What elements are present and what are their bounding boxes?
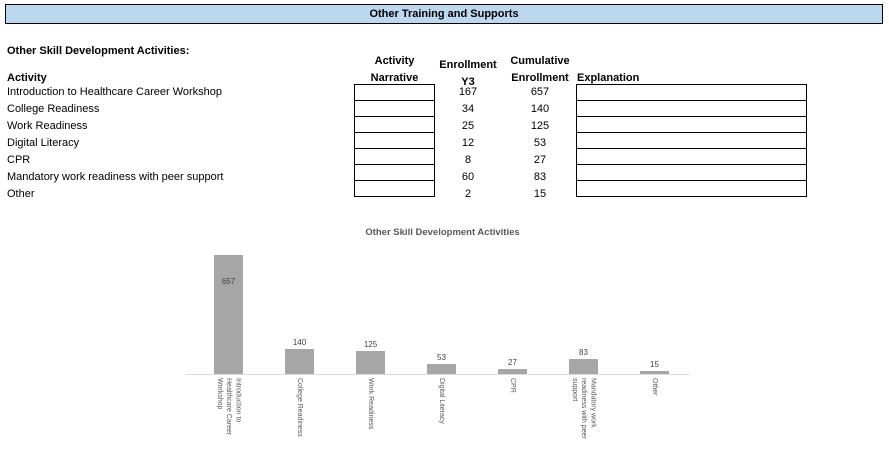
enrollment-y3-value: 25 [461,120,475,132]
category-label: Mandatory work readiness with peer suppo… [570,378,597,439]
bar-value-label: 15 [650,360,659,370]
category-label: CPR [509,378,517,393]
explanation-input[interactable] [576,116,807,133]
bar-slot: 53 [406,254,477,374]
column-header-activity-narrative-line2: Narrative [370,72,419,84]
bar-value-label: 83 [579,347,588,357]
enrollment-y3-value: 12 [461,137,475,149]
category-label: College Readiness [296,378,304,437]
explanation-input[interactable] [576,180,807,197]
enrollment-y3-value: 2 [464,188,472,200]
bar-slot: 140 [264,254,335,374]
bar-chart: 657 140 125 53 27 83 15 [193,254,690,374]
cumulative-enrollment-value: 53 [533,137,547,149]
column-header-activity-narrative: Activity Narrative [354,53,435,87]
category-slot: Other [619,378,690,448]
cumulative-enrollment-value: 27 [533,154,547,166]
narrative-input[interactable] [354,180,435,197]
column-header-enrollment-y3-line2: Y3 [461,76,475,88]
enrollment-y3-value: 167 [458,86,478,98]
title-banner: Other Training and Supports [5,4,883,24]
bar-value-label: 53 [437,353,446,363]
page-title: Other Training and Supports [369,8,519,20]
category-slot: CPR [477,378,548,448]
column-header-enrollment-y3-line1: Enrollment [439,59,497,71]
enrollment-y3-col: 167 34 25 12 8 60 2 [430,84,506,203]
explanation-input[interactable] [576,84,807,101]
activity-label: Digital Literacy [7,137,80,149]
bar-value-label: 125 [363,340,378,350]
narrative-input[interactable] [354,116,435,133]
column-header-enrollment-y3: Enrollment Y3 [430,57,506,91]
explanation-input[interactable] [576,100,807,117]
narrative-input[interactable] [354,84,435,101]
narrative-input[interactable] [354,164,435,181]
column-header-activity: Activity [7,72,47,84]
column-header-cumulative-enrollment-line1: Cumulative [510,55,570,67]
category-label: Digital Literacy [438,378,446,424]
narrative-input[interactable] [354,100,435,117]
explanation-input[interactable] [576,164,807,181]
narrative-input[interactable] [354,148,435,165]
activity-label: Introduction to Healthcare Career Worksh… [7,86,223,98]
activity-col: Introduction to Healthcare Career Worksh… [7,84,347,203]
bar-value-label: 27 [508,358,517,368]
bar: 27 [498,358,527,374]
bar-value-label: 657 [221,276,236,286]
category-slot: College Readiness [264,378,335,448]
narrative-col [354,84,435,197]
explanation-input[interactable] [576,148,807,165]
activity-label: College Readiness [7,103,100,115]
category-label: Other [651,378,659,396]
column-header-activity-narrative-line1: Activity [374,55,415,67]
bar-slot: 83 [548,254,619,374]
chart-category-labels: Introduction to Healthcare Career Worksh… [193,378,690,448]
cumulative-enrollment-value: 83 [533,171,547,183]
activity-label: Work Readiness [7,120,88,132]
bar-slot: 657 [193,254,264,374]
section-heading: Other Skill Development Activities: [7,45,190,57]
chart-title: Other Skill Development Activities [365,227,520,238]
bar-slot: 15 [619,254,690,374]
bar: 53 [427,353,456,374]
enrollment-y3-value: 60 [461,171,475,183]
column-header-cumulative-enrollment: Cumulative Enrollment [498,53,582,87]
explanation-col [576,84,807,197]
category-slot: Digital Literacy [406,378,477,448]
cumulative-enrollment-value: 125 [530,120,550,132]
category-slot: Work Readiness [335,378,406,448]
category-label: Introduction to Healthcare Career Worksh… [215,378,242,436]
chart-x-axis [186,374,690,375]
bar-slot: 125 [335,254,406,374]
enrollment-y3-value: 8 [464,154,472,166]
cumulative-enrollment-value: 140 [530,103,550,115]
bar: 140 [285,338,314,374]
bar: 125 [356,340,385,374]
bar: 657 [214,254,243,374]
narrative-input[interactable] [354,132,435,149]
bar: 15 [640,360,669,374]
category-slot: Introduction to Healthcare Career Worksh… [193,378,264,448]
column-header-explanation: Explanation [577,72,640,84]
explanation-input[interactable] [576,132,807,149]
bar-slot: 27 [477,254,548,374]
cumulative-enrollment-value: 15 [533,188,547,200]
activity-label: CPR [7,154,31,166]
cumulative-enrollment-col: 657 140 125 53 27 83 15 [498,84,582,203]
bar-value-label: 140 [292,337,307,347]
column-header-cumulative-enrollment-line2: Enrollment [511,72,569,84]
activity-label: Mandatory work readiness with peer suppo… [7,171,224,183]
bar: 83 [569,348,598,374]
cumulative-enrollment-value: 657 [530,86,550,98]
activity-label: Other [7,188,35,200]
category-slot: Mandatory work readiness with peer suppo… [548,378,619,448]
enrollment-y3-value: 34 [461,103,475,115]
category-label: Work Readiness [367,378,375,430]
